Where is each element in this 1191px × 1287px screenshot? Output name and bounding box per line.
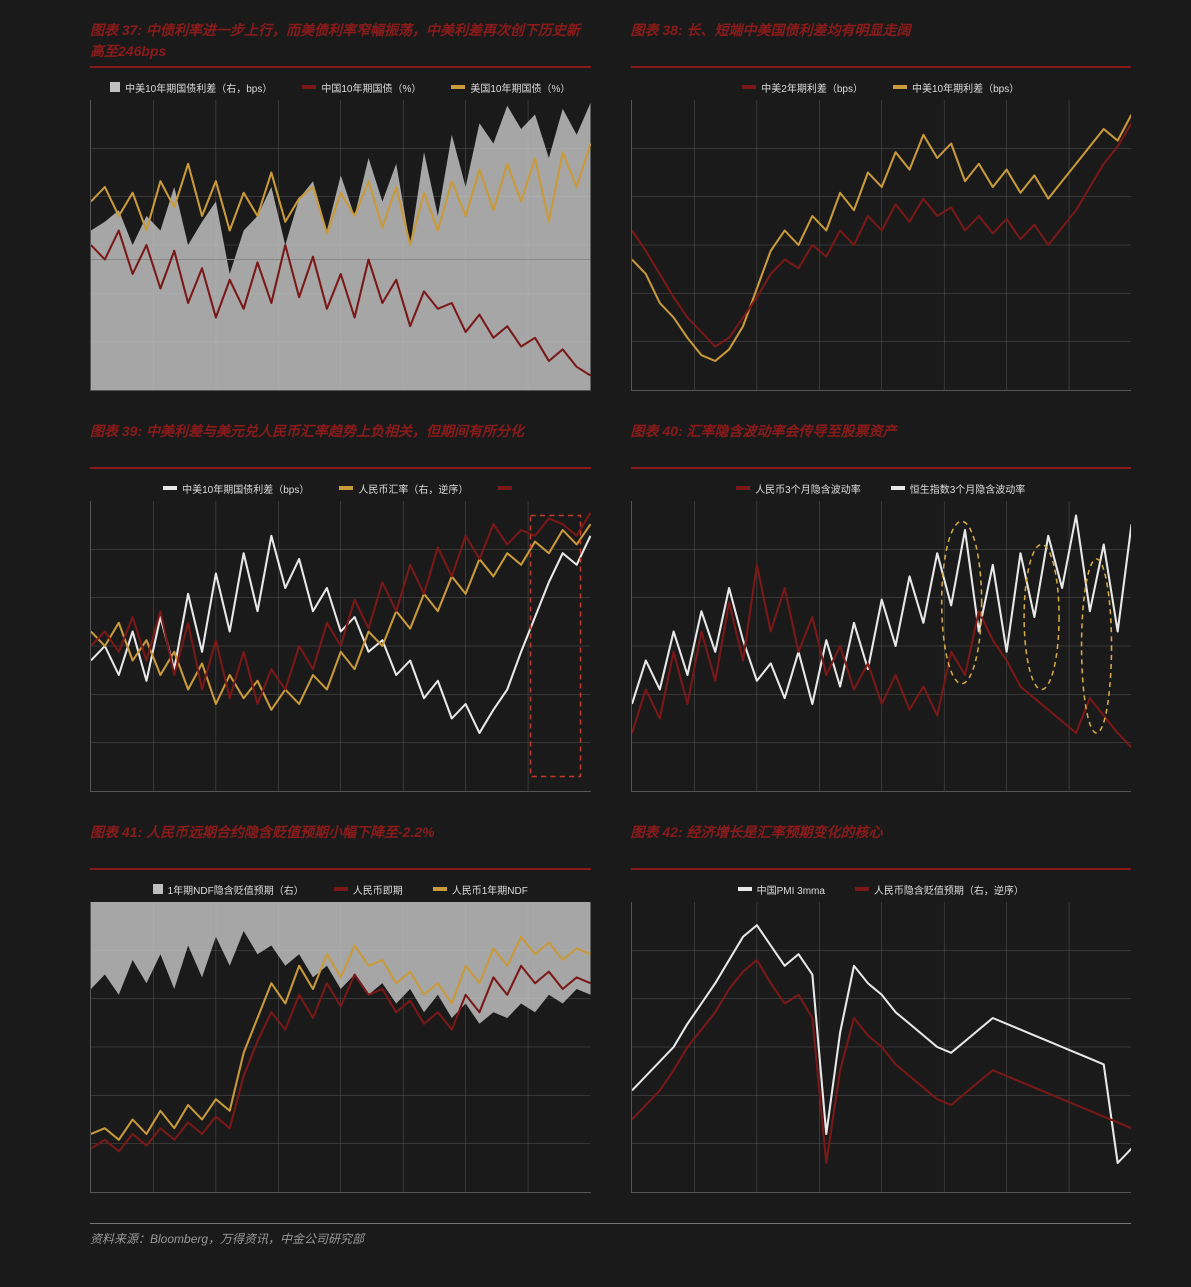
chart-panel-c41: 图表 41: 人民币远期合约隐含贬值预期小幅下降至-2.2% 1年期NDF隐含贬值… (90, 822, 591, 1193)
source-note: 资料来源：Bloomberg，万得资讯，中金公司研究部 (90, 1223, 1131, 1247)
chart-legend: 中美2年期利差（bps） 中美10年期利差（bps） (631, 74, 1132, 100)
legend-swatch (736, 486, 750, 490)
chart-legend: 人民币3个月隐含波动率 恒生指数3个月隐含波动率 (631, 475, 1132, 501)
legend-label: 人民币汇率（右，逆序） (358, 481, 468, 496)
legend-item: 中美10年期国债利差（bps） (163, 479, 309, 497)
chart-legend: 中美10年期国债利差（右，bps） 中国10年期国债（%） 美国10年期国债（%） (90, 74, 591, 100)
legend-swatch (153, 884, 163, 894)
chart-title: 图表 38: 长、短端中美国债利差均有明显走阔 (631, 20, 1132, 68)
legend-item: 人民币1年期NDF (433, 880, 528, 898)
chart-title: 图表 42: 经济增长是汇率预期变化的核心 (631, 822, 1132, 870)
legend-item: 美国10年期国债（%） (451, 78, 570, 96)
legend-label: 中美10年期国债利差（bps） (182, 481, 309, 496)
legend-swatch (110, 82, 120, 92)
chart-title: 图表 37: 中债利率进一步上行，而美债利率窄幅振荡，中美利差再次创下历史新高至… (90, 20, 591, 68)
chart-panel-c40: 图表 40: 汇率隐含波动率会传导至股票资产人民币3个月隐含波动率 恒生指数3个月… (631, 421, 1132, 792)
legend-item: 中国PMI 3mma (738, 880, 825, 898)
chart-panel-c39: 图表 39: 中美利差与美元兑人民币汇率趋势上负相关，但期间有所分化中美10年期… (90, 421, 591, 792)
legend-item: 恒生指数3个月隐含波动率 (891, 479, 1026, 497)
chart-plot (90, 902, 591, 1193)
chart-plot (631, 100, 1132, 391)
chart-title: 图表 39: 中美利差与美元兑人民币汇率趋势上负相关，但期间有所分化 (90, 421, 591, 469)
legend-item: 人民币即期 (334, 880, 403, 898)
chart-plot (90, 100, 591, 391)
legend-label: 恒生指数3个月隐含波动率 (910, 481, 1026, 496)
legend-label: 中美10年期利差（bps） (912, 80, 1019, 95)
legend-item: 人民币汇率（右，逆序） (339, 479, 468, 497)
legend-item (498, 479, 517, 497)
chart-plot (631, 902, 1132, 1193)
legend-swatch (451, 85, 465, 89)
legend-swatch (302, 85, 316, 89)
legend-label: 中美2年期利差（bps） (761, 80, 863, 95)
legend-label: 中国10年期国债（%） (321, 80, 421, 95)
chart-panel-c37: 图表 37: 中债利率进一步上行，而美债利率窄幅振荡，中美利差再次创下历史新高至… (90, 20, 591, 391)
legend-item: 1年期NDF隐含贬值预期（右） (153, 880, 304, 898)
legend-swatch (498, 486, 512, 490)
legend-item: 中国10年期国债（%） (302, 78, 421, 96)
chart-title: 图表 41: 人民币远期合约隐含贬值预期小幅下降至-2.2% (90, 822, 591, 870)
chart-legend: 中美10年期国债利差（bps） 人民币汇率（右，逆序） (90, 475, 591, 501)
chart-grid: 图表 37: 中债利率进一步上行，而美债利率窄幅振荡，中美利差再次创下历史新高至… (90, 20, 1131, 1193)
legend-swatch (742, 85, 756, 89)
legend-label: 中美10年期国债利差（右，bps） (125, 80, 272, 95)
chart-title: 图表 40: 汇率隐含波动率会传导至股票资产 (631, 421, 1132, 469)
legend-label: 人民币3个月隐含波动率 (755, 481, 861, 496)
legend-item: 中美2年期利差（bps） (742, 78, 863, 96)
legend-swatch (163, 486, 177, 490)
chart-panel-c38: 图表 38: 长、短端中美国债利差均有明显走阔中美2年期利差（bps） 中美10年… (631, 20, 1132, 391)
legend-swatch (334, 887, 348, 891)
report-page: 图表 37: 中债利率进一步上行，而美债利率窄幅振荡，中美利差再次创下历史新高至… (0, 0, 1191, 1287)
legend-item: 中美10年期国债利差（右，bps） (110, 78, 272, 96)
legend-swatch (339, 486, 353, 490)
legend-swatch (738, 887, 752, 891)
legend-swatch (893, 85, 907, 89)
legend-item: 人民币隐含贬值预期（右，逆序） (855, 880, 1024, 898)
legend-label: 人民币即期 (353, 882, 403, 897)
legend-swatch (433, 887, 447, 891)
legend-label: 中国PMI 3mma (757, 882, 825, 897)
legend-label: 1年期NDF隐含贬值预期（右） (168, 882, 304, 897)
legend-swatch (891, 486, 905, 490)
legend-swatch (855, 887, 869, 891)
legend-item: 中美10年期利差（bps） (893, 78, 1019, 96)
legend-item: 人民币3个月隐含波动率 (736, 479, 861, 497)
legend-label: 人民币1年期NDF (452, 882, 528, 897)
legend-label: 美国10年期国债（%） (470, 80, 570, 95)
legend-label: 人民币隐含贬值预期（右，逆序） (874, 882, 1024, 897)
chart-legend: 1年期NDF隐含贬值预期（右） 人民币即期 人民币1年期NDF (90, 876, 591, 902)
chart-legend: 中国PMI 3mma 人民币隐含贬值预期（右，逆序） (631, 876, 1132, 902)
chart-plot (631, 501, 1132, 792)
chart-plot (90, 501, 591, 792)
chart-panel-c42: 图表 42: 经济增长是汇率预期变化的核心中国PMI 3mma 人民币隐含贬值预期… (631, 822, 1132, 1193)
